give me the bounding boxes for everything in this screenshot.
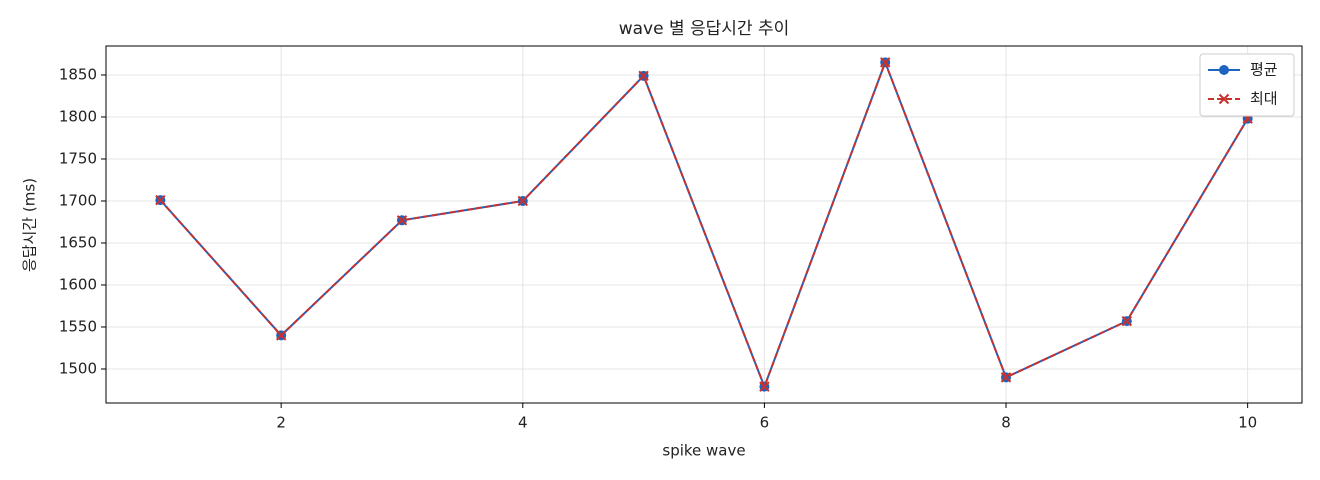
legend-label: 최대 xyxy=(1250,90,1278,108)
y-tick-label: 1650 xyxy=(59,233,97,251)
legend-marker xyxy=(1219,65,1229,75)
legend-label: 평균 xyxy=(1250,61,1278,79)
y-tick-label: 1800 xyxy=(59,107,97,125)
series-line xyxy=(159,59,1249,390)
point xyxy=(759,381,770,392)
point xyxy=(517,195,528,207)
y-tick-label: 1600 xyxy=(59,275,97,293)
x-tick-label: 6 xyxy=(760,414,770,432)
point xyxy=(880,57,891,68)
legend-marker xyxy=(1218,93,1230,105)
y-tick-label: 1500 xyxy=(59,359,97,377)
legend-box xyxy=(1199,53,1295,117)
point xyxy=(1000,372,1012,383)
point xyxy=(1121,315,1133,327)
x-tick-label: 2 xyxy=(276,414,286,432)
x-axis-label: spike wave xyxy=(662,442,745,460)
series-line xyxy=(159,59,1249,390)
y-tick-label: 1750 xyxy=(59,149,97,167)
point xyxy=(638,70,649,82)
y-tick-label: 1700 xyxy=(59,191,97,209)
y-axis-label: 응답시간 (ms) xyxy=(21,178,39,272)
chart-title: wave 별 응답시간 추이 xyxy=(619,19,790,39)
point xyxy=(275,330,287,341)
y-tick-label: 1850 xyxy=(59,65,97,83)
point xyxy=(396,215,408,226)
x-tick-label: 10 xyxy=(1238,414,1257,432)
x-tick-label: 4 xyxy=(518,414,528,432)
point xyxy=(155,194,166,206)
plot-frame xyxy=(105,45,1303,404)
x-tick-label: 8 xyxy=(1001,414,1011,432)
y-tick-label: 1550 xyxy=(59,317,97,335)
